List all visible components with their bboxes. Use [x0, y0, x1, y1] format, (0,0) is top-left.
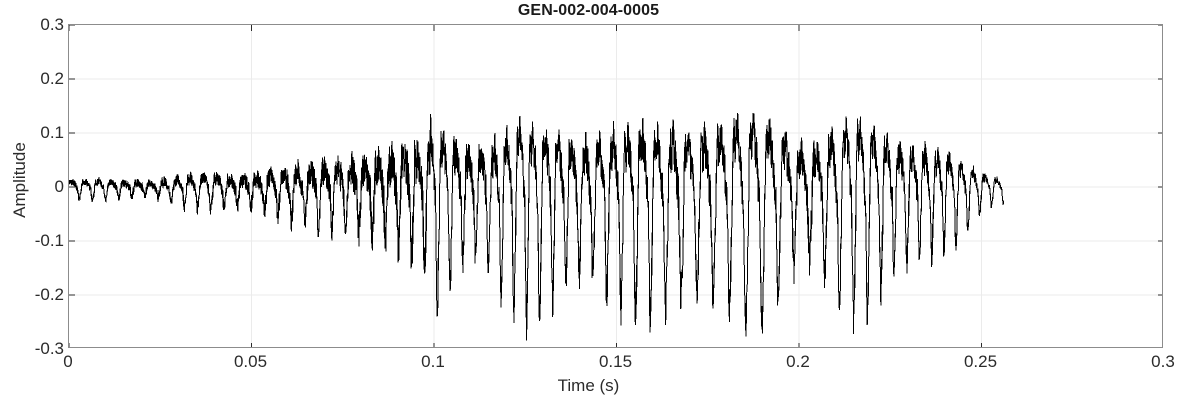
- xtick-label-0: 0: [63, 352, 73, 371]
- y-axis-label: Amplitude: [10, 142, 29, 218]
- xtick-label-6: 0.3: [1151, 352, 1175, 371]
- page-title: GEN-002-004-0005: [517, 2, 660, 19]
- ytick-label-2: 0.1: [40, 123, 64, 142]
- xtick-label-3: 0.15: [598, 352, 633, 371]
- ytick-label-0: 0.3: [40, 15, 64, 34]
- ytick-label-6: -0.3: [34, 339, 64, 358]
- ytick-label-4: -0.1: [34, 231, 64, 250]
- xtick-label-5: 0.25: [963, 352, 998, 371]
- plot-area: [68, 24, 1163, 348]
- xtick-label-1: 0.05: [233, 352, 268, 371]
- waveform-trace: [69, 113, 1003, 341]
- xtick-label-4: 0.2: [786, 352, 810, 371]
- waveform-plot-svg: [69, 25, 1162, 347]
- ytick-label-5: -0.2: [34, 285, 64, 304]
- ytick-label-1: 0.2: [40, 69, 64, 88]
- gridlines: [69, 25, 1162, 347]
- x-axis-label: Time (s): [557, 376, 620, 395]
- ytick-label-3: 0: [54, 177, 64, 196]
- xtick-label-2: 0.1: [421, 352, 445, 371]
- tick-marks: [69, 25, 1162, 347]
